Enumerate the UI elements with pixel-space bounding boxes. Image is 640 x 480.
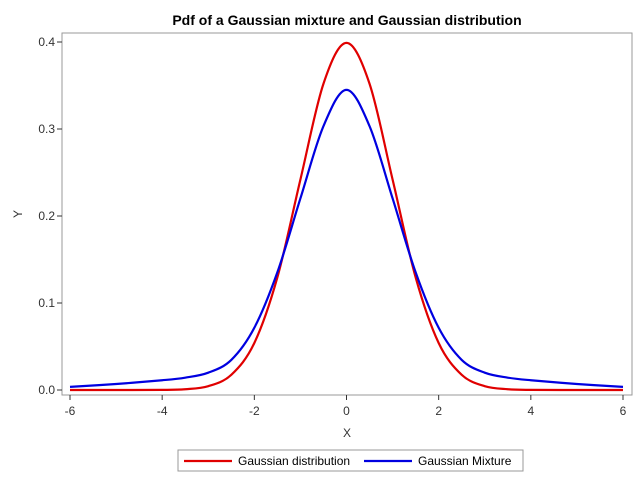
x-tick-label: -6	[65, 404, 76, 418]
y-tick-label: 0.4	[38, 35, 55, 49]
plot-area-frame	[61, 32, 633, 396]
y-tick-label: 0.3	[38, 122, 55, 136]
y-axis-label: Y	[11, 210, 25, 218]
x-axis-label: X	[343, 426, 351, 440]
x-tick-label: 2	[435, 404, 442, 418]
legend-box	[177, 449, 524, 472]
chart-title: Pdf of a Gaussian mixture and Gaussian d…	[172, 12, 521, 28]
legend-label: Gaussian Mixture	[418, 454, 512, 468]
y-tick-label: 0.1	[38, 296, 55, 310]
x-tick-label: 4	[527, 404, 534, 418]
legend-label: Gaussian distribution	[238, 454, 350, 468]
y-axis: 0.0 0.1 0.2 0.3 0.4	[38, 35, 62, 397]
legend: Gaussian distribution Gaussian Mixture	[184, 454, 512, 468]
x-tick-label: 6	[620, 404, 627, 418]
y-tick-label: 0.0	[38, 383, 55, 397]
series-line-gaussian-distribution	[69, 41, 624, 392]
series-lines	[69, 41, 624, 392]
x-tick-label: -4	[157, 404, 168, 418]
x-tick-label: 0	[343, 404, 350, 418]
x-axis: -6 -4 -2 0 2 4 6	[65, 395, 627, 418]
series-line-gaussian-mixture	[69, 88, 624, 388]
x-tick-label: -2	[249, 404, 260, 418]
y-tick-label: 0.2	[38, 209, 55, 223]
